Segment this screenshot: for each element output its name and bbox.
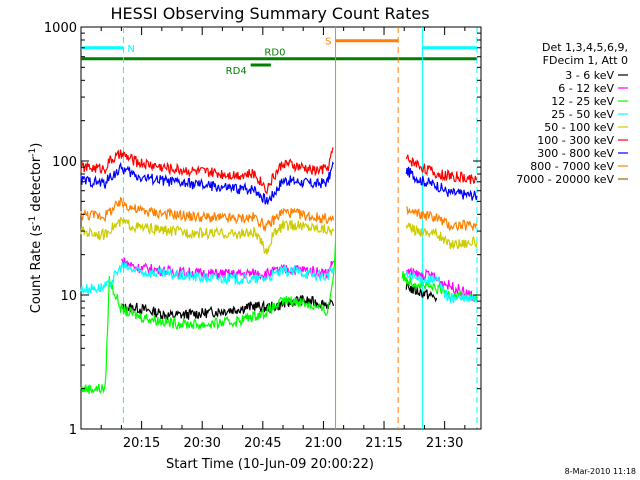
x-tick-label: 20:45 — [244, 436, 281, 451]
legend-label: 6 - 12 keV — [558, 82, 614, 95]
annotation-label: RD4 — [226, 66, 247, 77]
y-axis-label-part: Count Rate (s — [29, 225, 44, 314]
plot-frame — [80, 26, 482, 430]
y-axis-label-part: ) — [29, 143, 44, 148]
series-line — [80, 241, 337, 395]
y-tick-label: 10 — [60, 289, 77, 304]
x-axis: 20:15 20:30 20:45 21:00 21:15 21:30 — [100, 27, 466, 451]
x-tick-label: 20:15 — [123, 436, 160, 451]
series-line — [405, 222, 478, 251]
y-tick-label: 100 — [52, 155, 77, 170]
y-axis-label-sup: -1 — [28, 216, 38, 225]
legend-label: 7000 - 20000 keV — [516, 173, 614, 186]
series-line — [80, 217, 335, 255]
y-axis-label-part: detector — [29, 156, 44, 216]
legend: Det 1,3,4,5,6,9,FDecim 1, Att 0 3 - 6 keV… — [516, 41, 628, 186]
x-tick-label: 21:15 — [365, 436, 402, 451]
series-line — [405, 166, 478, 201]
series-line — [405, 279, 438, 303]
annotation-label: RD0 — [264, 48, 285, 59]
annotation-label: N — [127, 44, 134, 55]
series-line — [80, 262, 335, 295]
series-layer — [80, 147, 478, 395]
y-tick-label: 1000 — [44, 21, 77, 36]
legend-label: 3 - 6 keV — [565, 69, 614, 82]
series-line — [120, 295, 335, 322]
annotation-label: S — [325, 37, 331, 48]
legend-label: 50 - 100 keV — [544, 121, 614, 134]
legend-header: FDecim 1, Att 0 — [543, 54, 628, 67]
y-axis-label: Count Rate (s-1 detector-1) — [28, 143, 44, 314]
legend-label: 800 - 7000 keV — [530, 160, 614, 173]
chart-title: HESSI Observing Summary Count Rates — [110, 4, 429, 23]
series-line — [80, 161, 335, 205]
y-tick-label: 1 — [69, 423, 77, 438]
series-line — [406, 206, 478, 232]
y-axis-label-sup: -1 — [28, 148, 38, 157]
vertical-markers-layer — [122, 27, 478, 429]
x-tick-label: 21:00 — [305, 436, 342, 451]
legend-label: 300 - 800 keV — [537, 147, 614, 160]
legend-label: 12 - 25 keV — [551, 95, 614, 108]
x-axis-label: Start Time (10-Jun-09 20:00:22) — [166, 457, 374, 472]
legend-header: Det 1,3,4,5,6,9, — [542, 41, 628, 54]
series-line — [405, 270, 478, 305]
timestamp: 8-Mar-2010 11:18 — [565, 467, 636, 476]
annotations-layer: N S RD0 RD4 — [81, 37, 477, 77]
legend-label: 100 - 300 keV — [537, 134, 614, 147]
x-tick-label: 21:30 — [426, 436, 463, 451]
series-line — [405, 154, 478, 185]
y-axis: 1 10 100 1000 — [44, 21, 481, 438]
series-line — [80, 196, 335, 232]
x-tick-label: 20:30 — [183, 436, 220, 451]
series-line — [80, 147, 334, 195]
legend-label: 25 - 50 keV — [551, 108, 614, 121]
